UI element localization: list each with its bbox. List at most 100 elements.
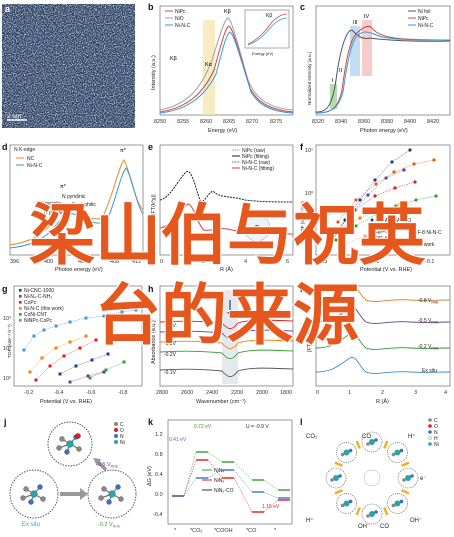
legend: Ni-SAC-DABCO Ni-N₄-C/CNT Fe³⁺-N-C ZIF-8 … <box>370 218 442 248</box>
connector <box>233 477 253 513</box>
tick-label: 8260 <box>200 119 212 125</box>
panel-label: h <box>148 284 154 294</box>
data-point <box>22 348 26 352</box>
data-point <box>102 314 106 318</box>
legend-ninc: Ni-N-C <box>418 23 434 29</box>
atom <box>374 438 378 442</box>
data-point <box>353 208 357 212</box>
atom <box>394 500 401 507</box>
panel-label: f <box>300 142 304 152</box>
panel-l: l C O N H Ni CO₂ CO H⁺ e⁻ H⁺ OH⁻ CO OH⁻ <box>300 417 439 530</box>
energy-value: 0.41 eV <box>169 437 187 443</box>
overlay-line-1: 梁山伯与祝英 <box>29 196 426 274</box>
atom <box>40 496 46 502</box>
connector <box>207 469 223 479</box>
arrow <box>355 507 361 516</box>
peak-label: Kβ <box>224 9 231 15</box>
x-axis-label: Energy (eV) <box>208 128 238 134</box>
atom <box>340 503 345 508</box>
panel-j: j C O N Ni Ex situ -0.5 VRHE -0.2 VRHE <box>3 417 137 529</box>
tick-label: 2 <box>202 259 205 265</box>
legend-nio: NiO <box>175 16 184 22</box>
panel-label: e <box>148 142 153 152</box>
tick-label: 8320 <box>312 119 324 125</box>
legend-item: Ni-N₄-C/CNT <box>375 224 404 230</box>
tick-label: -0.4 <box>153 512 162 518</box>
spectrum-line <box>159 367 294 378</box>
panel-b: b NiPc NiO Ni-N-C Kβ Kα Kβ Kβ Energy (eV… <box>148 2 294 134</box>
tick-label: 2600 <box>181 390 193 396</box>
atom <box>20 495 26 501</box>
tick-label: 8380 <box>381 119 393 125</box>
y-axis-label: Normalized intensity (a.u.) <box>307 51 312 105</box>
tick-label: 8275 <box>270 119 282 125</box>
data-point <box>374 212 378 216</box>
feature-label: I <box>332 78 334 84</box>
data-point <box>134 308 138 312</box>
data-point <box>40 356 44 360</box>
panel-label: g <box>2 284 8 294</box>
axes-frame <box>315 5 451 116</box>
data-point <box>338 226 342 230</box>
atom <box>333 475 339 481</box>
data-point <box>393 186 397 190</box>
y-axis-label: TOF (site⁻¹ h⁻¹) <box>7 324 13 358</box>
species-label: CO₂ <box>306 434 318 440</box>
tick-label: 10⁴ <box>3 315 12 322</box>
tick-label: 0 <box>316 390 319 396</box>
data-point <box>330 236 334 240</box>
tick-label: * <box>274 528 277 534</box>
data-point <box>348 213 352 217</box>
series-line <box>29 335 87 373</box>
atom <box>115 484 121 490</box>
axes-frame <box>159 5 294 116</box>
tick-label: 8250 <box>154 119 166 125</box>
feature-label: II <box>339 68 343 74</box>
panel-a: a a 2 nm <box>2 2 135 128</box>
peak-label: Kα <box>205 62 213 68</box>
tick-label: 400 <box>44 259 53 265</box>
legend-item: Ni <box>434 442 439 448</box>
data-point <box>104 368 108 372</box>
tick-label: -0.4 <box>54 390 63 396</box>
data-point <box>378 208 382 212</box>
series-line <box>35 339 97 381</box>
series-line <box>339 203 401 229</box>
tick-label: -0.1 <box>425 259 434 265</box>
legend: C O N H Ni <box>428 418 439 448</box>
data-point <box>54 324 58 328</box>
tick-label: 8255 <box>177 119 189 125</box>
atom <box>394 449 401 456</box>
tick-label: 0.8 <box>155 452 163 458</box>
data-point <box>106 352 110 356</box>
data-point <box>68 380 72 384</box>
data-point <box>58 372 62 376</box>
series-line <box>329 149 411 246</box>
tick-label: 2000 <box>256 390 268 396</box>
spectrum-line <box>159 329 294 340</box>
series-ninc <box>159 31 294 114</box>
data-point <box>32 334 36 338</box>
species-label: H⁺ <box>408 433 416 440</box>
species-label: OH⁻ <box>358 524 370 530</box>
connector <box>263 491 279 499</box>
series-nc <box>9 159 144 246</box>
data-point <box>68 320 72 324</box>
atom <box>23 486 29 492</box>
data-point <box>366 193 370 197</box>
legend-item: Fe³⁺-N-C <box>375 230 396 236</box>
legend-item: Ni <box>120 440 125 446</box>
series-ninc <box>315 31 451 114</box>
series-nipc <box>159 25 294 113</box>
connector <box>233 469 253 493</box>
spectra-group <box>159 300 294 378</box>
series-line <box>335 195 437 241</box>
legend: NiN₄ NiN₃ NiN₃-CO <box>202 468 234 494</box>
panel-k: k 1.2 0.8 0.4 0.0 -0.4 ΔG (eV) U = -0.9 … <box>147 417 293 534</box>
data-point <box>408 148 412 152</box>
legend: NiPc (raw) NiPc (fitting) Ni-N-C (raw) N… <box>232 148 274 172</box>
x-axis-label: Photon energy (eV) <box>360 128 408 134</box>
atom <box>399 448 404 453</box>
series-label: -0.4V <box>164 332 177 338</box>
